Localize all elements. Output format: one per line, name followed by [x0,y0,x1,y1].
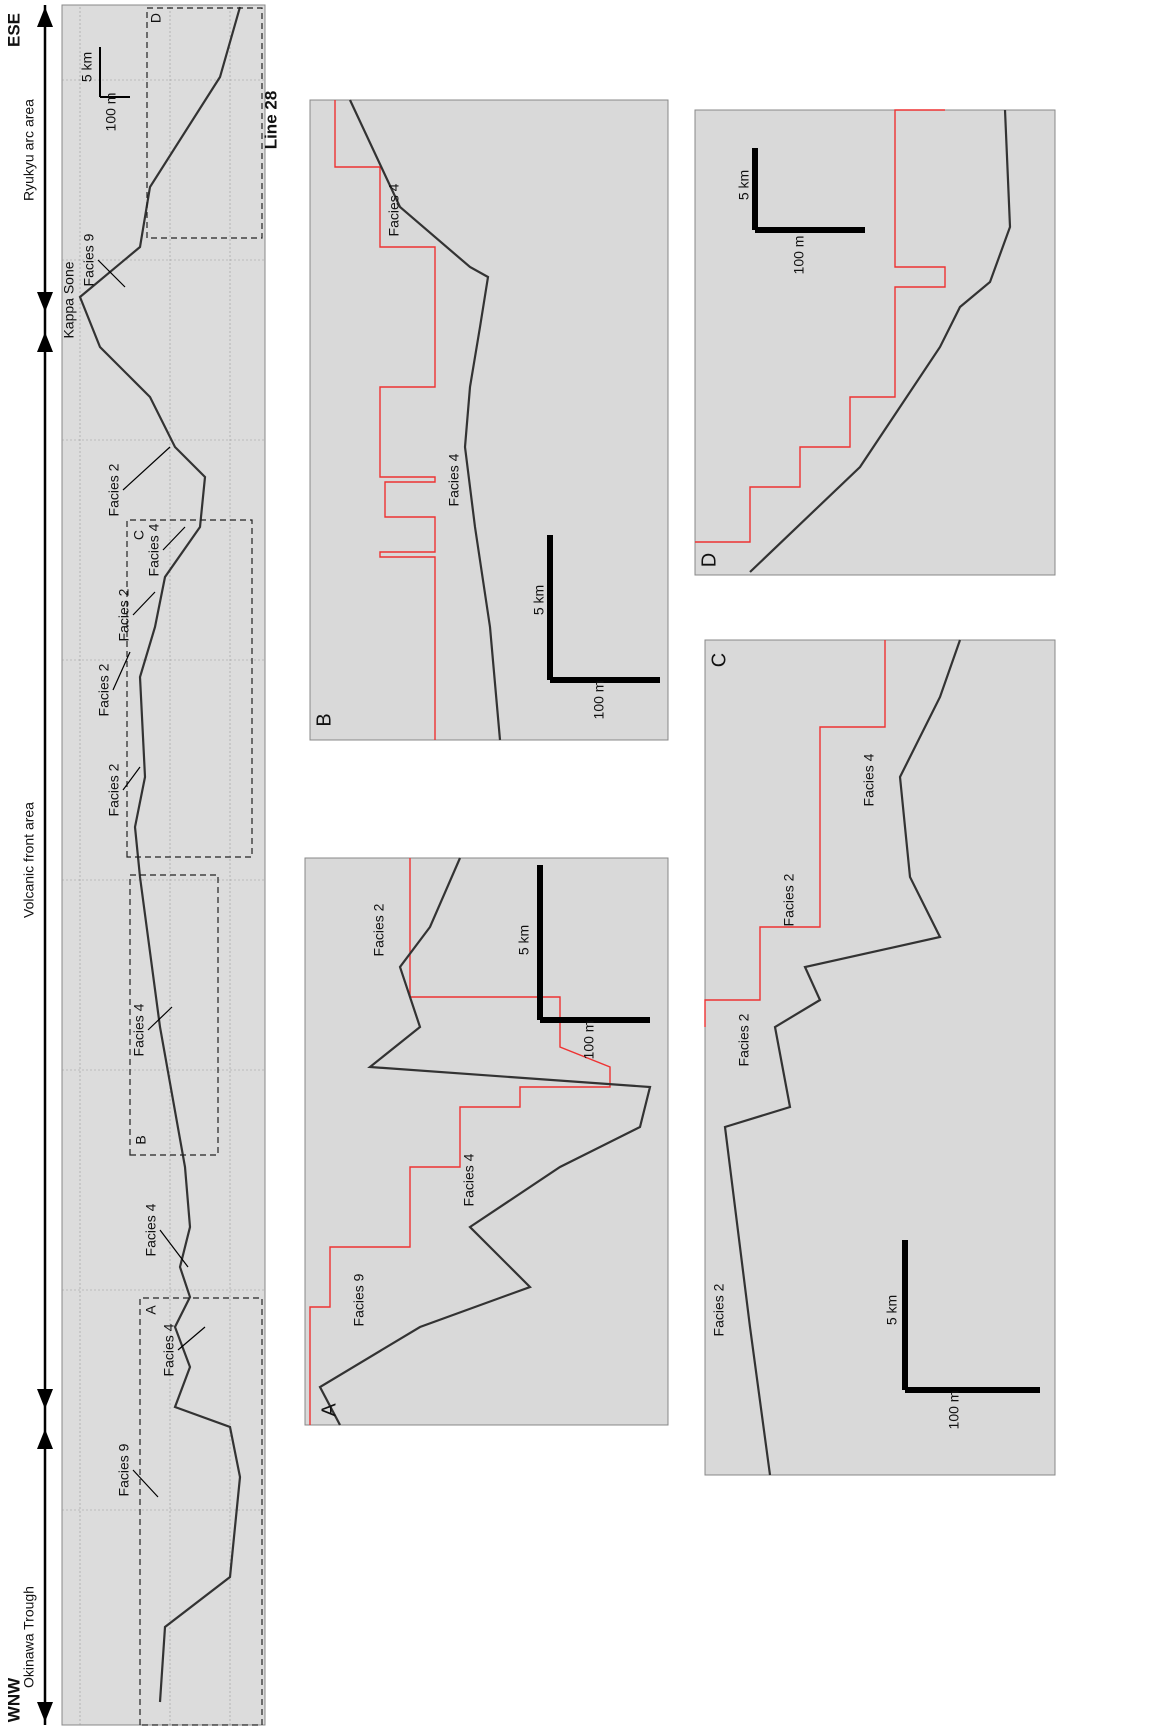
box-label: A [143,1305,159,1315]
panel-label: C [708,653,730,667]
site-label: Kappa Sone [61,261,77,338]
facies-label: Facies 9 [351,1273,367,1326]
facies-label: Facies 2 [106,463,122,516]
rotated-figure: WNW ESE Okinawa Trough Volcanic front ar… [4,5,1055,1725]
scale-label: 100 m [581,1021,597,1060]
facies-label: Facies 4 [446,453,462,506]
scale-label: 5 km [736,170,752,200]
facies-label: Facies 4 [146,523,162,576]
facies-label: Facies 2 [736,1013,752,1066]
panel-a [305,858,668,1425]
area-label: Ryukyu arc area [21,99,37,201]
line-name: Line 28 [261,91,280,150]
panel-b [310,100,668,740]
panel-label: D [698,553,720,567]
scale-label: 100 m [946,1391,962,1430]
scale-label: 5 km [884,1295,900,1325]
scale-label: 5 km [516,925,532,955]
box-label: B [133,1135,149,1144]
facies-label: Facies 2 [371,903,387,956]
scale-label: 100 m [103,93,119,132]
facies-label: Facies 2 [96,663,112,716]
area-label: Volcanic front area [21,802,37,918]
box-label: D [148,13,164,23]
scale-label: 5 km [79,52,95,82]
facies-label: Facies 4 [143,1203,159,1256]
area-label: Okinawa Trough [21,1586,37,1688]
scale-label: 100 m [791,236,807,275]
facies-label: Facies 4 [461,1153,477,1206]
panel-label: A [318,1403,340,1417]
facies-label: Facies 4 [131,1003,147,1056]
facies-label: Facies 2 [106,763,122,816]
scale-label: 100 m [591,681,607,720]
facies-label: Facies 2 [711,1283,727,1336]
facies-label: Facies 2 [781,873,797,926]
box-label: C [131,530,147,540]
facies-label: Facies 4 [386,183,402,236]
figure: WNW ESE Okinawa Trough Volcanic front ar… [0,0,1163,1727]
scale-label: 5 km [531,585,547,615]
facies-label: Facies 4 [161,1323,177,1376]
facies-label: Facies 2 [116,588,132,641]
end-label: ESE [4,13,23,47]
facies-label: Facies 4 [861,753,877,806]
area-arrows [37,5,53,1725]
facies-label: Facies 9 [81,233,97,286]
facies-label: Facies 9 [116,1443,132,1496]
panel-c [705,640,1055,1475]
panel-label: B [313,713,335,726]
